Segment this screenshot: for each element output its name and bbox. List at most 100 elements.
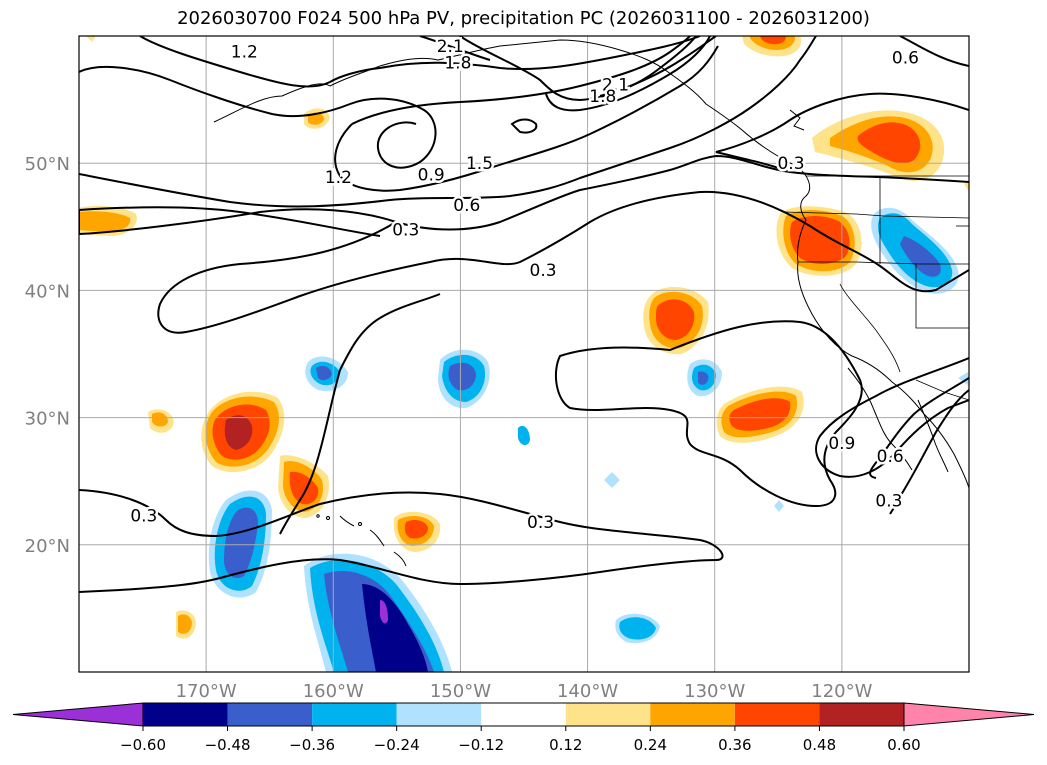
colorbar-swatch	[481, 703, 566, 726]
colorbar-tick-label: −0.12	[458, 736, 504, 754]
latitude-labels: 50°N 40°N 30°N 20°N	[25, 154, 70, 557]
contour-label: 2.1	[437, 37, 464, 57]
colorbar-frame	[142, 702, 905, 727]
contour-label: 0.3	[130, 507, 157, 527]
colorbar-swatch	[650, 703, 735, 726]
contour-label: 0.3	[875, 491, 902, 511]
lon-label: 140°W	[557, 681, 618, 702]
pv-contour-1.2	[139, 36, 701, 88]
contour-label-halo: 0.9	[418, 166, 445, 186]
colorbar-tick-label: −0.48	[205, 736, 251, 754]
precip-blob-west-hawaii	[208, 490, 272, 598]
precip-blob-subtropical-2	[278, 455, 330, 518]
contour-label: 0.3	[527, 513, 554, 533]
contour-label: 1.8	[444, 54, 471, 74]
colorbar-tick-label: 0.48	[803, 736, 836, 754]
precip-blob-tiny-6	[964, 180, 969, 192]
colorbar-swatch	[396, 703, 482, 726]
pv-contour-0.3-loop	[79, 190, 969, 334]
precip-blob-tiny-4	[958, 372, 969, 386]
map-gridlines	[79, 36, 969, 672]
pv-contour-2.1	[419, 36, 717, 97]
pv-contour-east-3	[889, 389, 969, 515]
contour-label: 1.2	[231, 42, 258, 62]
colorbar-tick-label: 0.36	[718, 736, 751, 754]
pv-contour-1.5	[334, 36, 719, 192]
colorbar-tick-label: −0.24	[374, 736, 420, 754]
pv-contour-0.3-band	[279, 293, 441, 535]
contour-label-halo: 0.3	[130, 507, 157, 527]
pv-contour-0.6-main	[79, 36, 817, 208]
contour-label: 0.3	[777, 154, 804, 174]
precip-blob-idaho	[871, 207, 959, 294]
lat-label: 30°N	[25, 409, 70, 430]
contour-label: 1.5	[466, 154, 493, 174]
contour-label-halo: 1.5	[466, 154, 493, 174]
colorbar-extend-low	[12, 702, 144, 727]
colorbar-tick-label: −0.36	[289, 736, 335, 754]
pv-contour-0.3-mid	[554, 320, 863, 508]
contour-label-halo: 1.2	[231, 42, 258, 62]
precip-blob-hawaii-north	[438, 349, 490, 409]
contour-label: 0.3	[530, 261, 557, 281]
contour-label: 0.3	[392, 220, 419, 240]
colorbar-swatch	[819, 703, 904, 726]
contour-label: 0.9	[828, 434, 855, 454]
precip-blob-tiny-1	[518, 425, 530, 446]
contour-label-halo: 1.2	[325, 168, 352, 188]
contour-label: 0.6	[892, 49, 919, 69]
lon-label: 130°W	[684, 681, 745, 702]
precip-blob-small-2	[176, 610, 196, 639]
contour-label-halo: 0.3	[392, 220, 419, 240]
pv-contour-east-1	[815, 357, 969, 478]
precip-blob-tiny-2	[604, 472, 620, 488]
lat-label: 40°N	[25, 281, 70, 302]
contour-label-halo: 0.6	[453, 196, 480, 216]
colorbar-swatch	[143, 703, 228, 726]
precip-blob-east-pacific	[716, 386, 804, 443]
precipitation-shading	[79, 36, 969, 672]
pv-contour-0.3-south	[79, 489, 724, 593]
contour-label-halo: 0.3	[875, 491, 902, 511]
lat-label: 50°N	[25, 154, 70, 175]
colorbar-tick-label: 0.12	[549, 736, 582, 754]
colorbar-swatch	[734, 703, 820, 726]
pv-contour-east-2	[869, 377, 969, 479]
map-title: 2026030700 F024 500 hPa PV, precipitatio…	[177, 8, 870, 29]
colorbar-tick-label: 0.24	[634, 736, 667, 754]
longitude-labels: 170°W 160°W 150°W 140°W 130°W 120°W	[176, 681, 873, 702]
lon-label: 160°W	[303, 681, 364, 702]
lon-label: 150°W	[430, 681, 491, 702]
precip-blob-tiny-5	[86, 36, 96, 42]
colorbar-tick-label: 0.60	[887, 736, 920, 754]
contour-label: 1.8	[589, 87, 616, 107]
precip-blob-west-edge	[79, 206, 137, 236]
pv-contour-0.9	[79, 66, 437, 169]
contour-label-halo: 0.6	[892, 49, 919, 69]
lat-label: 20°N	[25, 536, 70, 557]
precip-blob-nw-coast	[812, 110, 945, 181]
pv-contours	[79, 36, 969, 593]
pv-contour-0.3-main	[79, 154, 969, 235]
precip-blob-hawaii-positive	[393, 511, 441, 552]
contour-label-halo: 0.3	[530, 261, 557, 281]
contour-label-halo: 0.6	[877, 447, 904, 467]
colorbar: −0.60 −0.48 −0.36 −0.24 −0.12 0.12 0.24 0.36 0.4…	[12, 702, 1035, 754]
lon-label: 170°W	[176, 681, 237, 702]
precip-blob-oregon	[776, 206, 862, 276]
contour-label-halo: 0.9	[828, 434, 855, 454]
precip-blob-small-1	[148, 409, 174, 433]
precip-blob-east-negative	[687, 359, 722, 397]
pv-contour-1.8	[459, 36, 711, 112]
contour-label: 0.6	[877, 447, 904, 467]
pv-contour-small	[510, 118, 538, 134]
precip-blob-subtropical-1	[201, 391, 285, 473]
contour-label-halo: 1.8	[589, 87, 616, 107]
precip-blob-tropical	[615, 613, 660, 644]
pv-contour-labels: 1.21.2 2.12.11.81.82.12.11.81.81.51.51.21…	[128, 36, 922, 535]
colorbar-tick-label: −0.60	[120, 736, 166, 754]
precip-blob-160w-negative	[305, 356, 348, 392]
contour-label: 0.6	[453, 196, 480, 216]
contour-label: 1.2	[325, 168, 352, 188]
